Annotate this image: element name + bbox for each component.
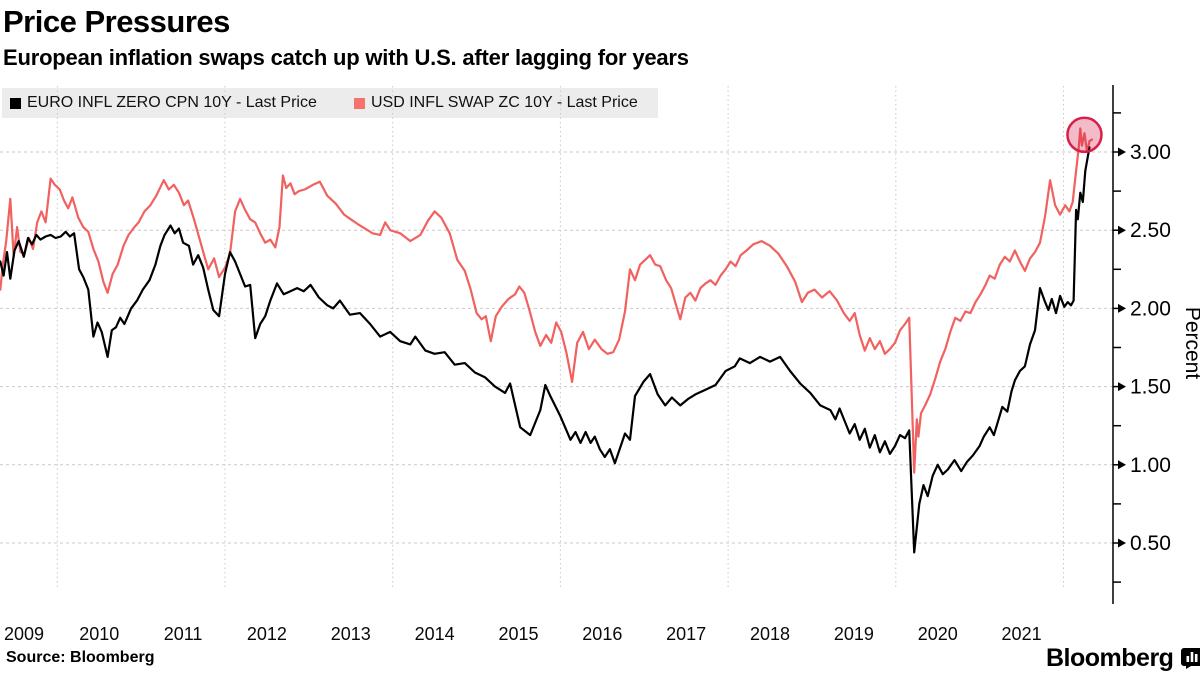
x-year-label-2012: 2012 bbox=[247, 624, 287, 644]
x-year-label-2013: 2013 bbox=[331, 624, 371, 644]
y-tick-label-2.50: 2.50 bbox=[1130, 219, 1171, 242]
y-tick-label-0.50: 0.50 bbox=[1130, 532, 1171, 555]
y-axis-title: Percent bbox=[1181, 307, 1200, 380]
y-tick-label-3.00: 3.00 bbox=[1130, 141, 1171, 164]
page-subtitle: European inflation swaps catch up with U… bbox=[3, 45, 689, 70]
y-tick-arrow-3.00 bbox=[1118, 147, 1126, 157]
x-year-label-2015: 2015 bbox=[498, 624, 538, 644]
x-year-label-2017: 2017 bbox=[666, 624, 706, 644]
bloomberg-wordmark: Bloomberg bbox=[1046, 644, 1174, 672]
x-year-label-2019: 2019 bbox=[834, 624, 874, 644]
legend-background bbox=[2, 88, 658, 118]
x-year-label-2009: 2009 bbox=[4, 624, 44, 644]
legend-label-usd: USD INFL SWAP ZC 10Y - Last Price bbox=[371, 94, 638, 111]
y-tick-arrow-0.50 bbox=[1118, 538, 1126, 548]
legend-item-euro: EURO INFL ZERO CPN 10Y - Last Price bbox=[10, 88, 317, 118]
y-tick-label-1.50: 1.50 bbox=[1130, 376, 1171, 399]
usd-series-line bbox=[0, 127, 1094, 474]
x-year-label-2010: 2010 bbox=[79, 624, 119, 644]
y-tick-label-1.00: 1.00 bbox=[1130, 454, 1171, 477]
y-tick-arrow-1.50 bbox=[1118, 382, 1126, 392]
bloomberg-bars-bubble-icon bbox=[1181, 648, 1200, 669]
legend-swatch-euro bbox=[10, 97, 21, 109]
highlight-circle bbox=[1066, 116, 1103, 154]
y-tick-arrow-1.00 bbox=[1118, 460, 1126, 470]
legend: EURO INFL ZERO CPN 10Y - Last Price USD … bbox=[2, 88, 660, 118]
x-year-label-2016: 2016 bbox=[582, 624, 622, 644]
x-year-label-2020: 2020 bbox=[918, 624, 958, 644]
x-year-label-2021: 2021 bbox=[1002, 624, 1042, 644]
source-label: Source: Bloomberg bbox=[6, 649, 155, 666]
legend-swatch-usd bbox=[354, 97, 365, 109]
page-title: Price Pressures bbox=[3, 4, 230, 39]
x-year-label-2014: 2014 bbox=[415, 624, 455, 644]
x-year-label-2018: 2018 bbox=[750, 624, 790, 644]
y-tick-arrow-2.50 bbox=[1118, 225, 1126, 235]
legend-label-euro: EURO INFL ZERO CPN 10Y - Last Price bbox=[27, 94, 317, 111]
legend-item-usd: USD INFL SWAP ZC 10Y - Last Price bbox=[354, 88, 638, 118]
euro-series-line bbox=[0, 146, 1091, 554]
y-tick-arrow-2.00 bbox=[1118, 303, 1126, 313]
y-tick-label-2.00: 2.00 bbox=[1130, 297, 1171, 320]
bloomberg-logo: Bloomberg bbox=[1046, 644, 1200, 673]
x-year-label-2011: 2011 bbox=[164, 624, 203, 644]
